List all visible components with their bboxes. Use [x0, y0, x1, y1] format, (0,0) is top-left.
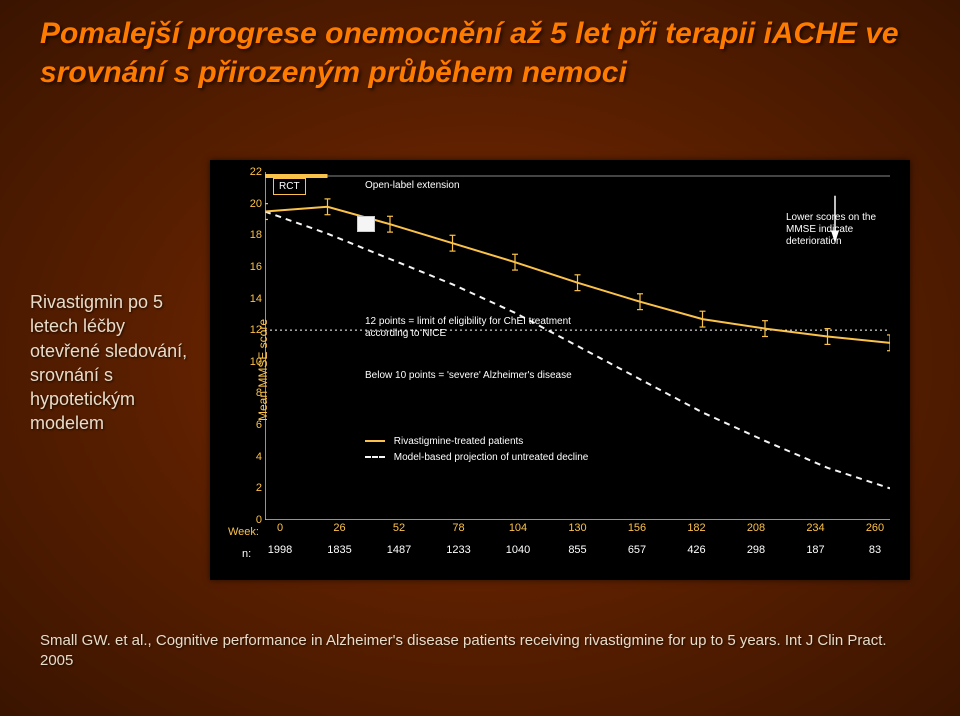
chart-container: Mean MMSE score 0246810121416182022 RCT …: [210, 160, 910, 580]
slide: Pomalejší progrese onemocnění až 5 let p…: [0, 0, 960, 716]
rct-label: RCT: [273, 178, 306, 195]
side-description: Rivastigmin po 5 letech léčby otevřené s…: [30, 290, 200, 436]
threshold-10-text: Below 10 points = 'severe' Alzheimer's d…: [365, 370, 572, 382]
arrow-annotation: Lower scores on the MMSE indicate deteri…: [786, 212, 886, 248]
slide-title: Pomalejší progrese onemocnění až 5 let p…: [40, 14, 920, 92]
x-axis-ticks: 0265278104130156182208234260: [265, 522, 890, 538]
legend-treated-label: Rivastigmine-treated patients: [394, 436, 524, 447]
threshold-12-text: 12 points = limit of eligibility for ChE…: [365, 316, 595, 340]
marker-box-icon: [357, 216, 375, 232]
n-row: 1998183514871233104085565742629818783: [265, 544, 890, 560]
legend-model-swatch-icon: [365, 456, 385, 458]
legend-treated-swatch-icon: [365, 440, 385, 442]
legend-model: Model-based projection of untreated decl…: [365, 452, 625, 464]
week-axis-label: Week:: [228, 526, 259, 538]
open-label-text: Open-label extension: [365, 180, 460, 192]
legend-treated: Rivastigmine-treated patients: [365, 436, 625, 448]
legend: Rivastigmine-treated patients Model-base…: [365, 436, 625, 464]
y-ticks: 0246810121416182022: [242, 172, 262, 520]
citation-text: Small GW. et al., Cognitive performance …: [40, 631, 920, 670]
n-axis-label: n:: [242, 548, 251, 560]
legend-model-label: Model-based projection of untreated decl…: [394, 452, 589, 463]
plot-area: RCT Open-label extension 12 points = lim…: [265, 172, 890, 520]
